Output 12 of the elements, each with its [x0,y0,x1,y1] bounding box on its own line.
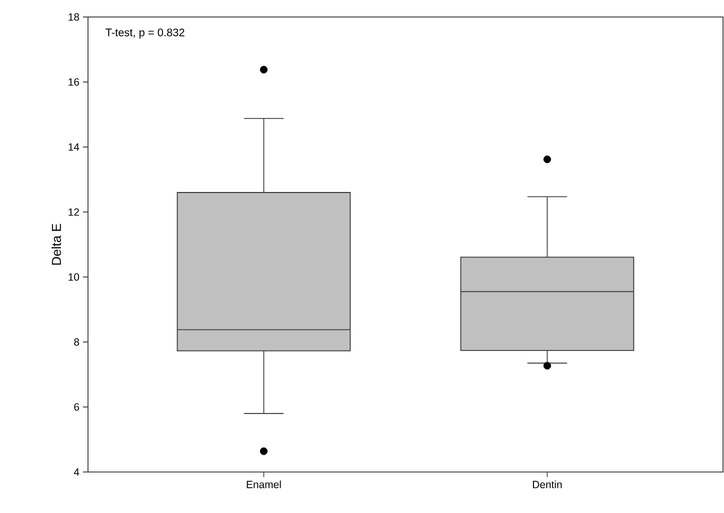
y-tick-label: 10 [68,273,80,281]
annotation: T-test, p = 0.832 [106,28,184,38]
y-tick-label: 6 [74,403,80,411]
y-tick-label: 4 [74,468,80,476]
x-tick-label: Enamel [246,480,281,488]
y-tick-label: 8 [74,338,80,346]
y-tick-label: 16 [68,78,80,86]
y-tick-label: 14 [68,143,80,151]
y-tick-label: 12 [68,208,79,216]
x-tick-label: Dentin [532,480,562,488]
y-tick-label: 18 [68,13,80,21]
y-axis-title: Delta E [51,224,62,265]
